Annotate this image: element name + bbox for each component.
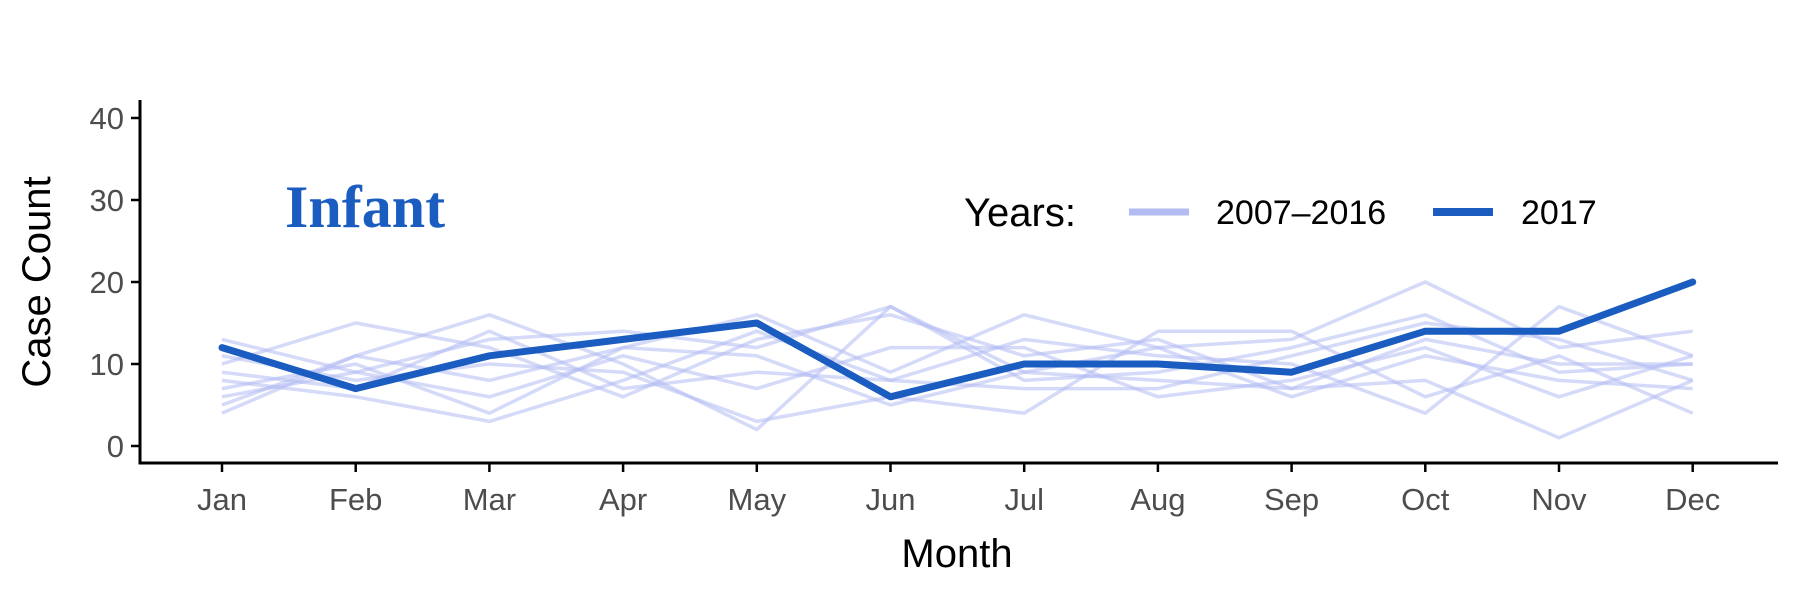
y-tick-label-20: 20 [90,265,124,300]
x-tick-label-sep: Sep [1264,482,1319,517]
background-series-line-7 [221,345,1694,399]
x-tick-label-jun: Jun [866,482,916,517]
x-tick-label-jan: Jan [197,482,247,517]
y-tick-label-40: 40 [90,101,124,136]
highlight-series-line [218,278,1697,401]
panel-label: Infant [285,174,445,240]
legend-title: Years: [964,191,1076,235]
series-line-2017 [218,278,1697,401]
background-series-line-5 [221,313,1693,415]
background-series-line-6 [221,329,1694,424]
y-axis-ticks: 0 10 20 30 40 [90,101,140,464]
x-tick-label-apr: Apr [599,482,647,517]
background-series-lines [221,280,1694,440]
background-series-line-9 [221,337,1693,407]
x-tick-label-nov: Nov [1531,482,1587,517]
y-axis-title: Case Count [15,176,59,387]
x-axis-title: Month [901,532,1012,576]
y-tick-label-30: 30 [90,183,124,218]
y-tick-label-0: 0 [107,429,124,464]
x-tick-label-dec: Dec [1665,482,1720,517]
axes [138,100,1778,465]
x-tick-label-aug: Aug [1130,482,1185,517]
x-axis-ticks: Jan Feb Mar Apr May Jun Jul Aug Sep Oct Nov Dec [197,463,1720,517]
x-tick-label-jul: Jul [1004,482,1044,517]
x-tick-label-feb: Feb [329,482,382,517]
legend: Years: 2007–2016 2017 [964,191,1597,235]
x-tick-label-mar: Mar [463,482,516,517]
x-tick-label-may: May [728,482,787,517]
legend-label-2007-2016: 2007–2016 [1216,194,1386,232]
background-series-line-8 [221,321,1694,391]
x-tick-label-oct: Oct [1401,482,1450,517]
legend-label-2017: 2017 [1521,194,1597,232]
background-series-line-3 [221,304,1694,424]
y-tick-label-10: 10 [90,347,124,382]
